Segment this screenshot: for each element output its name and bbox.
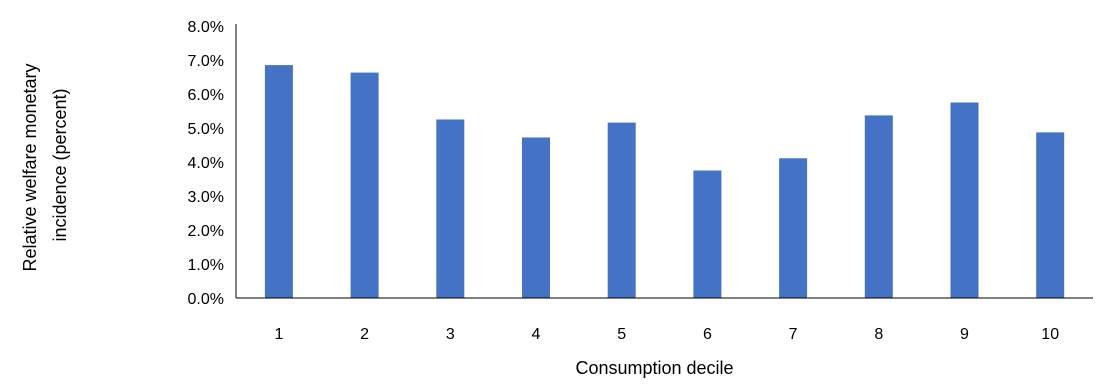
x-tick-label: 10 — [1041, 326, 1059, 343]
y-tick-label: 7.0% — [188, 53, 224, 70]
bar-decile-3 — [436, 119, 465, 298]
y-tick-label: 6.0% — [188, 87, 224, 104]
y-axis-title-line-1: Relative welfare monetary — [20, 63, 40, 271]
y-tick-label: 2.0% — [188, 223, 224, 240]
bar-decile-10 — [1036, 132, 1065, 298]
bar-decile-6 — [693, 170, 722, 298]
x-tick-label: 2 — [360, 326, 369, 343]
x-tick-label: 3 — [446, 326, 455, 343]
bar-decile-9 — [950, 102, 979, 298]
x-tick-label: 1 — [274, 326, 283, 343]
x-tick-label: 6 — [703, 326, 712, 343]
x-axis-title: Consumption decile — [575, 358, 733, 378]
x-tick-label: 5 — [617, 326, 626, 343]
bar-decile-8 — [864, 115, 893, 299]
x-tick-label: 9 — [960, 326, 969, 343]
x-tick-labels: 1 2 3 4 5 6 7 8 9 10 — [274, 326, 1059, 343]
y-tick-label: 1.0% — [188, 257, 224, 274]
x-tick-label: 4 — [532, 326, 541, 343]
y-tick-label: 8.0% — [188, 19, 224, 36]
x-tick-label: 8 — [874, 326, 883, 343]
bars-group — [264, 65, 1065, 299]
y-tick-labels: 0.0% 1.0% 2.0% 3.0% 4.0% 5.0% 6.0% 7.0% 8.0% — [188, 19, 224, 308]
y-axis-title-line-2: incidence (percent) — [50, 88, 70, 241]
y-tick-label: 0.0% — [188, 291, 224, 308]
bar-decile-1 — [264, 65, 293, 298]
y-axis-title: Relative welfare monetary incidence (per… — [20, 58, 70, 271]
y-tick-label: 4.0% — [188, 155, 224, 172]
bar-decile-5 — [607, 122, 636, 298]
y-tick-label: 3.0% — [188, 189, 224, 206]
bar-decile-4 — [522, 137, 550, 298]
bar-decile-7 — [779, 158, 808, 298]
x-tick-label: 7 — [789, 326, 798, 343]
bar-decile-2 — [350, 72, 379, 298]
y-tick-label: 5.0% — [188, 121, 224, 138]
